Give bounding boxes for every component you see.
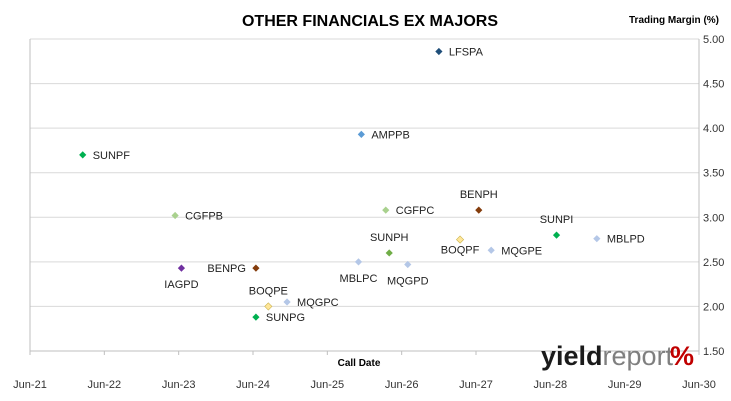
- point-label-amppb: AMPPB: [371, 129, 410, 141]
- data-point-sunpi: [552, 231, 561, 239]
- x-tick-label: Jun-26: [385, 379, 419, 391]
- y-axis-label: Trading Margin (%): [629, 15, 719, 26]
- x-axis-label: Call Date: [338, 358, 381, 369]
- y-tick-label: 1.50: [703, 346, 724, 358]
- logo-percent-icon: %: [670, 341, 694, 371]
- data-point-amppb: [357, 130, 365, 138]
- svg-text:yieldreport: yieldreport: [541, 341, 674, 371]
- yieldreport-logo: yieldreport %: [541, 341, 694, 371]
- y-tick-label: 3.50: [703, 168, 724, 180]
- x-tick-label: Jun-24: [236, 379, 270, 391]
- data-point-mblpc: [354, 258, 363, 266]
- x-tick-label: Jun-25: [311, 379, 345, 391]
- point-label-iagpd: IAGPD: [164, 279, 198, 291]
- point-label-sunpg: SUNPG: [266, 312, 305, 324]
- x-tick-label: Jun-21: [13, 379, 47, 391]
- y-tick-label: 2.50: [703, 257, 724, 269]
- data-point-boqpe: [264, 302, 273, 311]
- data-point-sunpf: [79, 151, 87, 159]
- data-point-lfspa: [435, 47, 443, 56]
- chart-title: OTHER FINANCIALS EX MAJORS: [242, 13, 498, 30]
- x-tick-label: Jun-29: [608, 379, 642, 391]
- data-point-cgfpb: [171, 211, 179, 220]
- data-points: [79, 47, 601, 321]
- data-point-benph: [475, 206, 483, 214]
- point-label-benph: BENPH: [460, 189, 498, 201]
- point-label-sunph: SUNPH: [370, 232, 409, 244]
- data-point-sunph: [385, 249, 393, 257]
- logo-report-text: report: [603, 341, 674, 371]
- point-label-mblpd: MBLPD: [607, 234, 645, 246]
- point-label-benpg: BENPG: [207, 263, 246, 275]
- point-label-mblpc: MBLPC: [340, 273, 378, 285]
- gridlines: [30, 38, 699, 307]
- y-tick-label: 4.50: [703, 79, 724, 91]
- point-label-sunpf: SUNPF: [93, 150, 131, 162]
- x-tick-label: Jun-23: [162, 379, 196, 391]
- point-labels: LFSPA AMPPB SUNPF CGFPB CGFPC BENPH SUNPI MBLPD…: [93, 46, 645, 324]
- data-point-mqgpc: [283, 298, 291, 306]
- point-label-mqgpe: MQGPE: [501, 245, 542, 257]
- data-point-iagpd: [177, 264, 186, 272]
- data-point-mqgpe: [487, 246, 495, 254]
- y-tick-label: 3.00: [703, 212, 724, 224]
- point-label-mqgpd: MQGPD: [387, 276, 429, 288]
- y-tick-label: 5.00: [703, 34, 724, 46]
- point-label-lfspa: LFSPA: [449, 46, 484, 58]
- data-point-boqpf: [456, 235, 465, 244]
- point-label-mqgpc: MQGPC: [297, 297, 339, 309]
- point-label-boqpe: BOQPE: [249, 285, 288, 297]
- point-label-cgfpb: CGFPB: [185, 211, 223, 223]
- x-tick-label: Jun-30: [682, 379, 716, 391]
- logo-yield-text: yield: [541, 341, 603, 371]
- axes: 1.50 2.00 2.50 3.00 3.50 4.00 4.50 5.00 Jun-21 Ju…: [13, 34, 724, 391]
- y-tick-label: 4.00: [703, 123, 724, 135]
- data-point-sunpg: [252, 313, 260, 321]
- x-tick-label: Jun-27: [459, 379, 493, 391]
- y-tick-label: 2.00: [703, 301, 724, 313]
- data-point-mblpd: [593, 235, 601, 243]
- x-tick-label: Jun-28: [534, 379, 568, 391]
- point-label-sunpi: SUNPI: [540, 214, 574, 226]
- point-label-boqpf: BOQPF: [441, 245, 480, 257]
- x-tick-label: Jun-22: [88, 379, 122, 391]
- data-point-benpg: [252, 264, 260, 272]
- point-label-cgfpc: CGFPC: [396, 205, 435, 217]
- data-point-mqgpd: [404, 260, 412, 269]
- data-point-cgfpc: [382, 206, 390, 214]
